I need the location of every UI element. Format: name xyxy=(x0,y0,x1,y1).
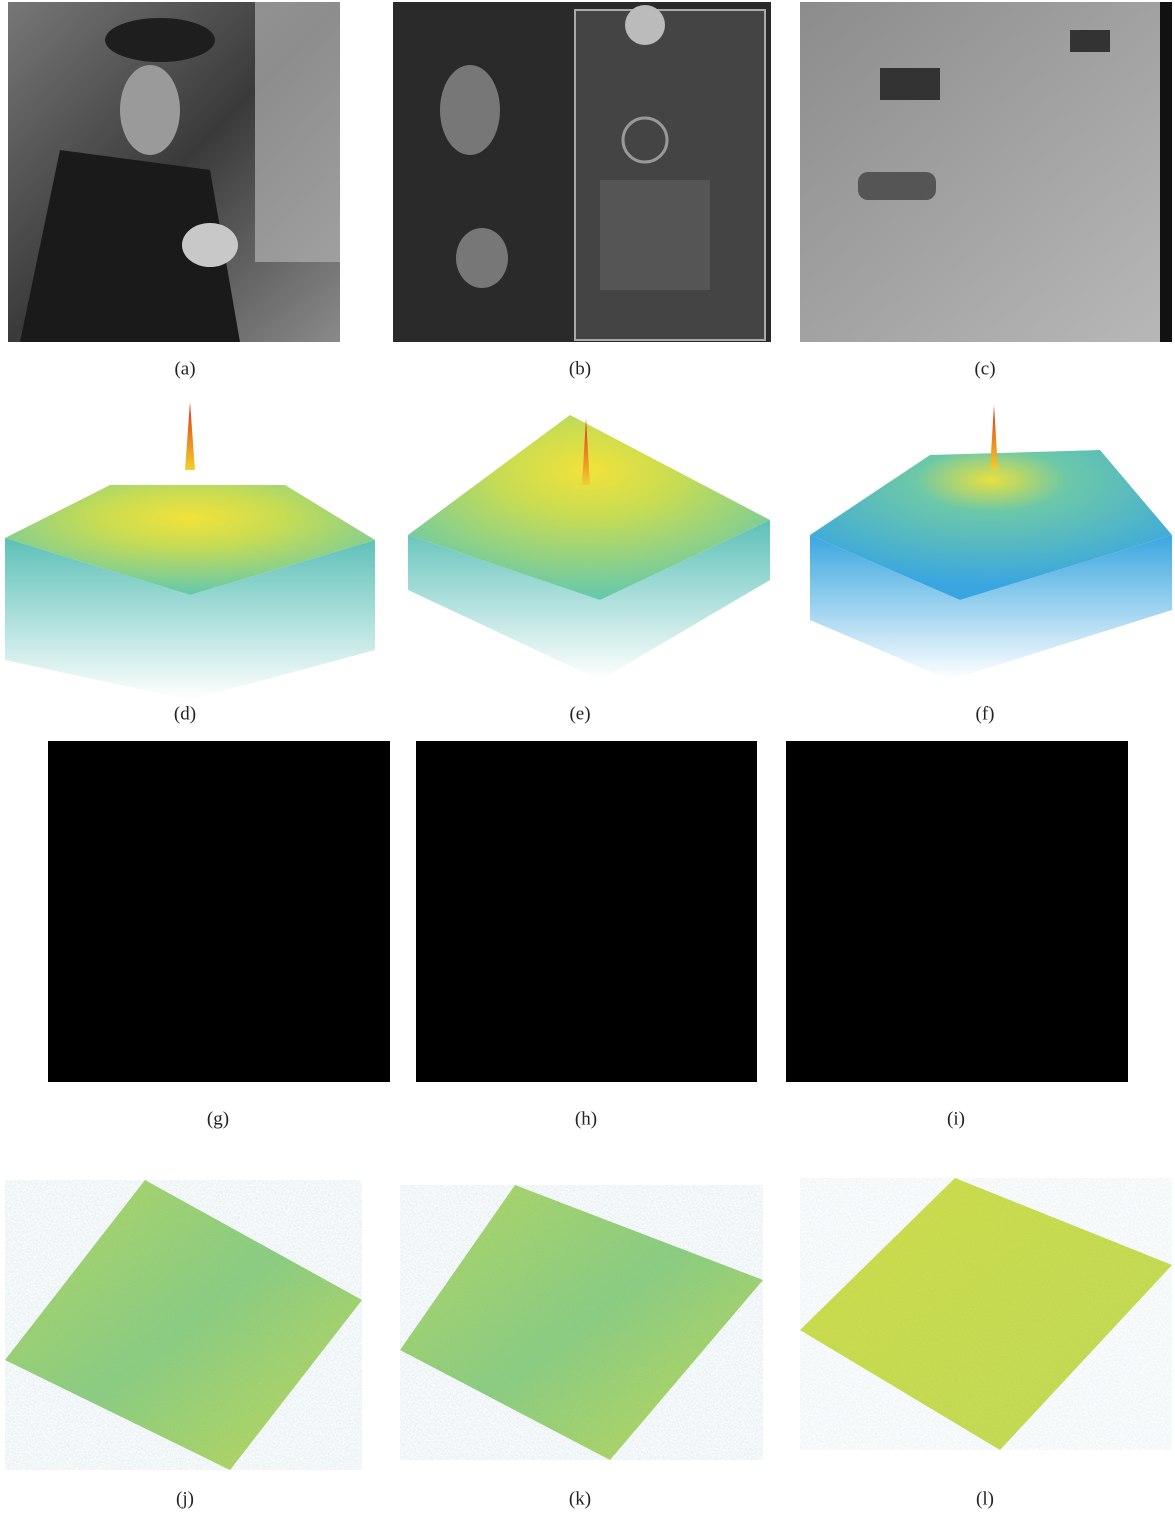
surface-d xyxy=(5,402,375,700)
noise-g xyxy=(48,741,390,1082)
surface-k xyxy=(400,1185,763,1460)
caption: (g) xyxy=(207,1108,229,1129)
caption: (b) xyxy=(569,358,591,379)
caption: (a) xyxy=(174,358,195,379)
surface-f xyxy=(810,405,1172,680)
photo-a xyxy=(8,2,340,342)
photo-c xyxy=(800,2,1172,342)
caption: (i) xyxy=(947,1108,965,1129)
photo-b xyxy=(393,2,771,342)
caption: (j) xyxy=(176,1488,194,1509)
caption: (h) xyxy=(575,1108,597,1129)
caption: (c) xyxy=(974,358,995,379)
noise-i xyxy=(786,741,1128,1082)
noise-h xyxy=(416,741,757,1082)
figure: (a) (b) (c) (d) (e) (f) (g) (h) (i) (j) … xyxy=(0,0,1175,1519)
caption: (l) xyxy=(976,1488,994,1509)
caption: (e) xyxy=(569,703,590,724)
caption: (k) xyxy=(569,1488,591,1509)
surface-e xyxy=(408,415,770,680)
surface-j xyxy=(5,1180,362,1470)
caption: (d) xyxy=(174,703,196,724)
surface-l xyxy=(800,1178,1172,1450)
caption: (f) xyxy=(976,703,995,724)
